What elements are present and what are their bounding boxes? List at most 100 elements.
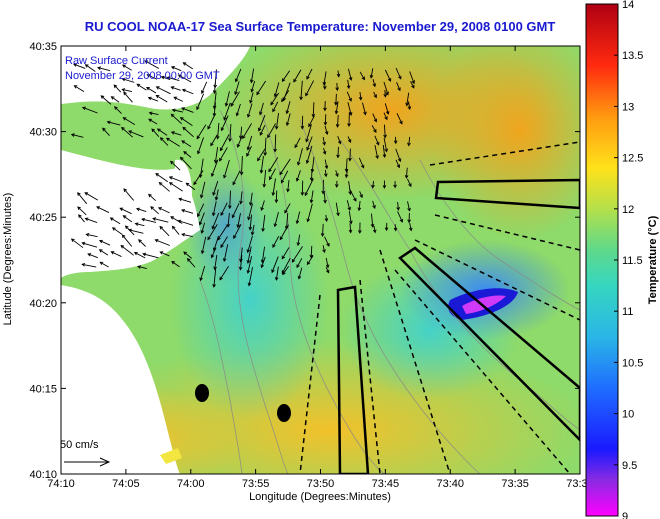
current-vector-head <box>123 188 127 193</box>
current-vector-head <box>407 106 412 111</box>
land-west <box>61 150 200 278</box>
current-vector <box>247 256 253 274</box>
current-vector <box>236 103 241 116</box>
current-vector <box>322 245 325 253</box>
current-vector <box>308 115 315 127</box>
current-vector-head <box>407 207 411 212</box>
current-vector <box>172 109 184 113</box>
current-vector-head <box>336 73 341 78</box>
current-vector-head <box>212 90 217 95</box>
current-vector-head <box>141 217 145 222</box>
current-vector <box>281 247 290 259</box>
current-vector-head <box>270 101 274 106</box>
current-vector-head <box>291 258 296 263</box>
sst-map: 50 cm/s Raw Surface Current November 29,… <box>61 46 580 474</box>
current-vector <box>383 137 388 152</box>
current-vector-head <box>360 164 365 169</box>
current-vector <box>346 91 352 102</box>
current-vector <box>201 236 207 254</box>
current-vector-head <box>232 181 236 186</box>
current-vector-head <box>285 110 290 115</box>
current-vector <box>296 258 303 268</box>
current-vector <box>169 182 183 192</box>
current-vector-head <box>99 261 104 266</box>
current-vector-head <box>144 60 149 64</box>
current-vector-head <box>136 83 141 88</box>
current-vector-head <box>99 239 103 244</box>
colorbar-tick-label: 12 <box>622 204 634 216</box>
current-vector-head <box>262 183 267 188</box>
current-vector <box>155 239 170 246</box>
current-vector <box>384 69 391 82</box>
current-vector <box>137 266 147 269</box>
current-vector-head <box>300 192 305 196</box>
current-vector-head <box>383 93 388 98</box>
current-vector <box>250 192 253 206</box>
current-vector <box>261 200 265 211</box>
current-vector <box>128 130 144 138</box>
current-vector <box>150 206 159 215</box>
current-vector-head <box>160 75 165 80</box>
colorbar-tick-label: 9 <box>622 511 628 519</box>
current-vector-head <box>383 134 387 139</box>
x-tick-label: 73:55 <box>242 478 270 490</box>
current-vector-head <box>114 106 118 110</box>
current-vector-head <box>158 181 163 186</box>
current-vector <box>372 200 376 209</box>
current-vector-head <box>84 217 89 221</box>
current-vector-head <box>260 207 264 212</box>
current-vector-head <box>185 182 190 187</box>
current-vector <box>171 131 182 136</box>
current-vector-head <box>408 227 413 232</box>
current-vector-head <box>234 78 239 83</box>
current-vector <box>249 214 253 230</box>
current-vector-head <box>247 282 252 287</box>
current-vector <box>396 82 401 91</box>
current-vector <box>293 69 302 83</box>
current-vector <box>136 208 147 212</box>
current-vector-head <box>96 206 100 210</box>
current-vector-head <box>182 126 187 131</box>
current-vector-head <box>336 212 340 217</box>
current-vector <box>272 178 276 196</box>
current-vector <box>262 214 266 232</box>
current-vector <box>110 217 121 225</box>
current-vector <box>155 173 169 183</box>
x-axis-label: Longitude (Degrees:Minutes) <box>249 491 391 503</box>
current-vector <box>113 84 122 93</box>
current-vector <box>186 182 196 191</box>
current-vector <box>286 213 289 229</box>
current-vector <box>220 236 228 248</box>
current-vector-head <box>348 76 353 81</box>
current-vector <box>181 140 192 148</box>
current-vector-head <box>81 106 86 111</box>
current-vector-head <box>122 117 127 121</box>
current-vector-head <box>281 78 286 83</box>
current-vector-head <box>363 111 367 116</box>
current-vector-head <box>120 244 125 249</box>
current-vector <box>122 78 135 83</box>
current-vector-head <box>128 130 133 134</box>
current-vector-head <box>306 218 310 223</box>
current-vector <box>213 102 216 117</box>
current-vector <box>178 74 192 83</box>
current-vector-head <box>146 74 151 78</box>
current-vector-head <box>320 233 325 237</box>
current-vector-head <box>348 229 353 234</box>
current-vector <box>409 222 412 231</box>
current-vector-head <box>207 125 211 130</box>
current-vector-head <box>322 249 326 254</box>
current-vector <box>397 201 399 210</box>
x-tick-label: 74:00 <box>177 478 205 490</box>
current-vector-head <box>213 159 218 164</box>
current-vector-head <box>335 87 339 92</box>
current-vector-head <box>121 234 126 239</box>
current-vector <box>407 201 411 211</box>
current-vector-head <box>335 124 340 128</box>
current-vector <box>178 220 194 226</box>
current-vector <box>311 156 315 173</box>
land-north <box>61 46 250 110</box>
current-vector <box>282 70 291 82</box>
current-vector-head <box>212 191 216 196</box>
current-vector <box>407 178 412 187</box>
